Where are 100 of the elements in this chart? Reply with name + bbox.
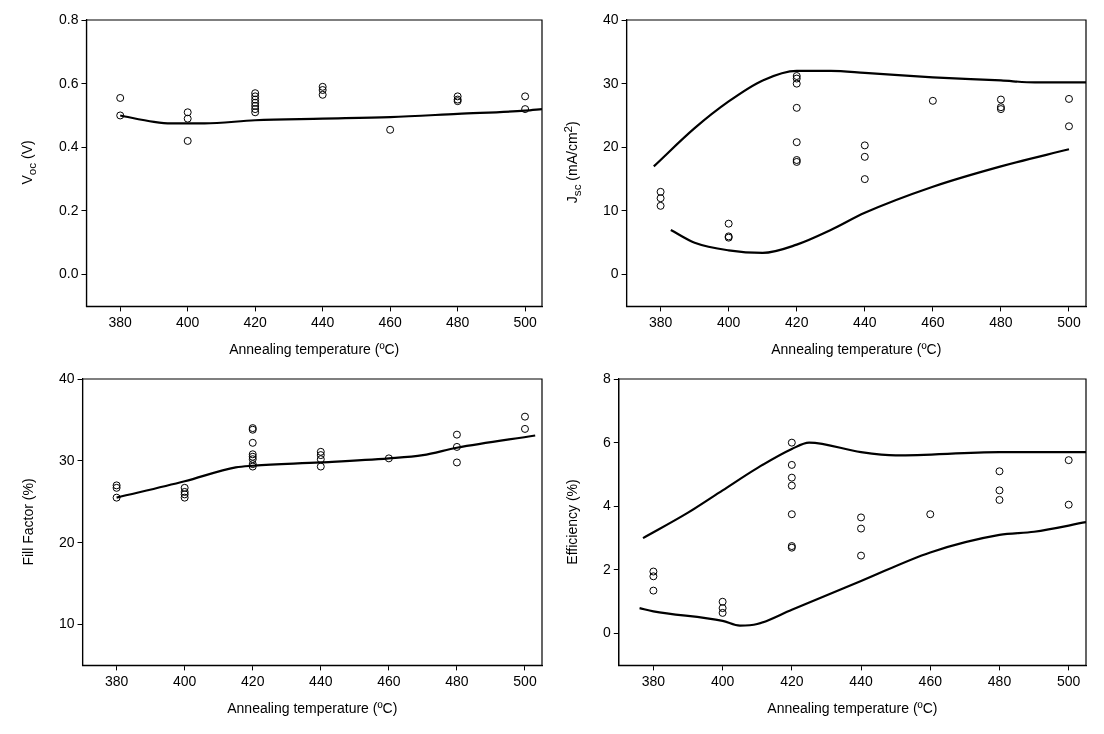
point <box>520 412 529 421</box>
point <box>718 597 727 606</box>
point <box>316 447 325 456</box>
point <box>452 430 461 439</box>
y-tick-label: 10 <box>58 615 75 632</box>
point <box>116 111 125 120</box>
x-tick-label: 440 <box>310 313 335 330</box>
point <box>384 454 393 463</box>
y-tick-label: 6 <box>602 433 611 450</box>
x-tick-label: 480 <box>445 672 469 689</box>
point <box>860 152 869 161</box>
x-tick-label: 460 <box>921 313 945 330</box>
x-axis-title: Annealing temperature (ºC) <box>771 341 942 358</box>
point <box>656 187 665 196</box>
point <box>1064 456 1073 465</box>
point <box>787 510 796 519</box>
point <box>318 86 327 95</box>
point <box>649 567 658 576</box>
point <box>316 455 325 464</box>
x-tick-label: 420 <box>780 672 804 689</box>
y-tick-label: 30 <box>602 74 619 91</box>
point <box>792 79 801 88</box>
point <box>724 219 733 228</box>
point <box>718 604 727 613</box>
y-tick-label: 40 <box>602 10 619 27</box>
point <box>656 201 665 210</box>
point <box>718 608 727 617</box>
x-tick-label: 380 <box>648 313 673 330</box>
x-tick-label: 400 <box>716 313 741 330</box>
x-tick-label: 480 <box>987 672 1012 689</box>
x-tick-label: 480 <box>989 313 1013 330</box>
x-tick-label: 440 <box>849 672 873 689</box>
point <box>183 108 192 117</box>
y-tick-label: 4 <box>602 497 611 514</box>
point <box>857 513 866 522</box>
y-tick-label: 10 <box>602 201 619 218</box>
x-tick-label: 420 <box>241 672 265 689</box>
x-axis-title: Annealing temperature (ºC) <box>227 700 398 717</box>
y-axis-title: Efficiency (%) <box>564 478 581 565</box>
point <box>787 460 796 469</box>
y-tick-label: 0.0 <box>58 265 79 282</box>
x-tick-label: 500 <box>1057 313 1081 330</box>
point <box>251 92 260 101</box>
x-tick-label: 380 <box>104 672 129 689</box>
y-tick-label: 0 <box>602 624 611 641</box>
point <box>521 105 530 114</box>
point <box>453 92 462 101</box>
y-tick-label: 30 <box>58 451 75 468</box>
point <box>452 458 461 467</box>
point <box>521 92 530 101</box>
point <box>996 95 1005 104</box>
point <box>251 108 260 117</box>
x-tick-label: 500 <box>513 313 538 330</box>
point <box>316 451 325 460</box>
x-tick-label: 420 <box>243 313 268 330</box>
x-tick-label: 400 <box>176 313 200 330</box>
point <box>787 473 796 482</box>
x-axis-title: Annealing temperature (ºC) <box>229 341 400 358</box>
point <box>183 136 192 145</box>
point <box>995 467 1004 476</box>
point <box>116 93 125 102</box>
point <box>792 103 801 112</box>
point <box>857 551 866 560</box>
x-tick-label: 420 <box>785 313 809 330</box>
point <box>1064 94 1073 103</box>
point <box>787 438 796 447</box>
point <box>251 105 260 114</box>
point <box>649 572 658 581</box>
point <box>926 510 935 519</box>
point <box>251 101 260 110</box>
point <box>386 125 395 134</box>
y-tick-label: 0.8 <box>58 10 79 27</box>
point <box>520 424 529 433</box>
point <box>787 481 796 490</box>
point <box>248 455 257 464</box>
y-axis-title: Fill Factor (%) <box>20 477 36 566</box>
point <box>316 462 325 471</box>
x-tick-label: 500 <box>1057 672 1081 689</box>
point <box>251 95 260 104</box>
y-tick-label: 0.6 <box>58 74 79 91</box>
x-tick-label: 380 <box>641 672 666 689</box>
point <box>180 483 189 492</box>
y-tick-label: 0 <box>610 265 619 282</box>
point <box>995 495 1004 504</box>
point <box>860 141 869 150</box>
line-series <box>669 148 1071 255</box>
point <box>656 194 665 203</box>
point <box>318 82 327 91</box>
point <box>248 438 257 447</box>
x-tick-label: 400 <box>710 672 735 689</box>
point <box>649 586 658 595</box>
point <box>928 96 937 105</box>
y-tick-label: 20 <box>58 533 75 550</box>
x-tick-label: 480 <box>445 313 470 330</box>
point <box>857 524 866 533</box>
point <box>1064 500 1073 509</box>
point <box>792 138 801 147</box>
x-tick-label: 460 <box>378 313 403 330</box>
x-tick-label: 440 <box>853 313 877 330</box>
point <box>251 89 260 98</box>
